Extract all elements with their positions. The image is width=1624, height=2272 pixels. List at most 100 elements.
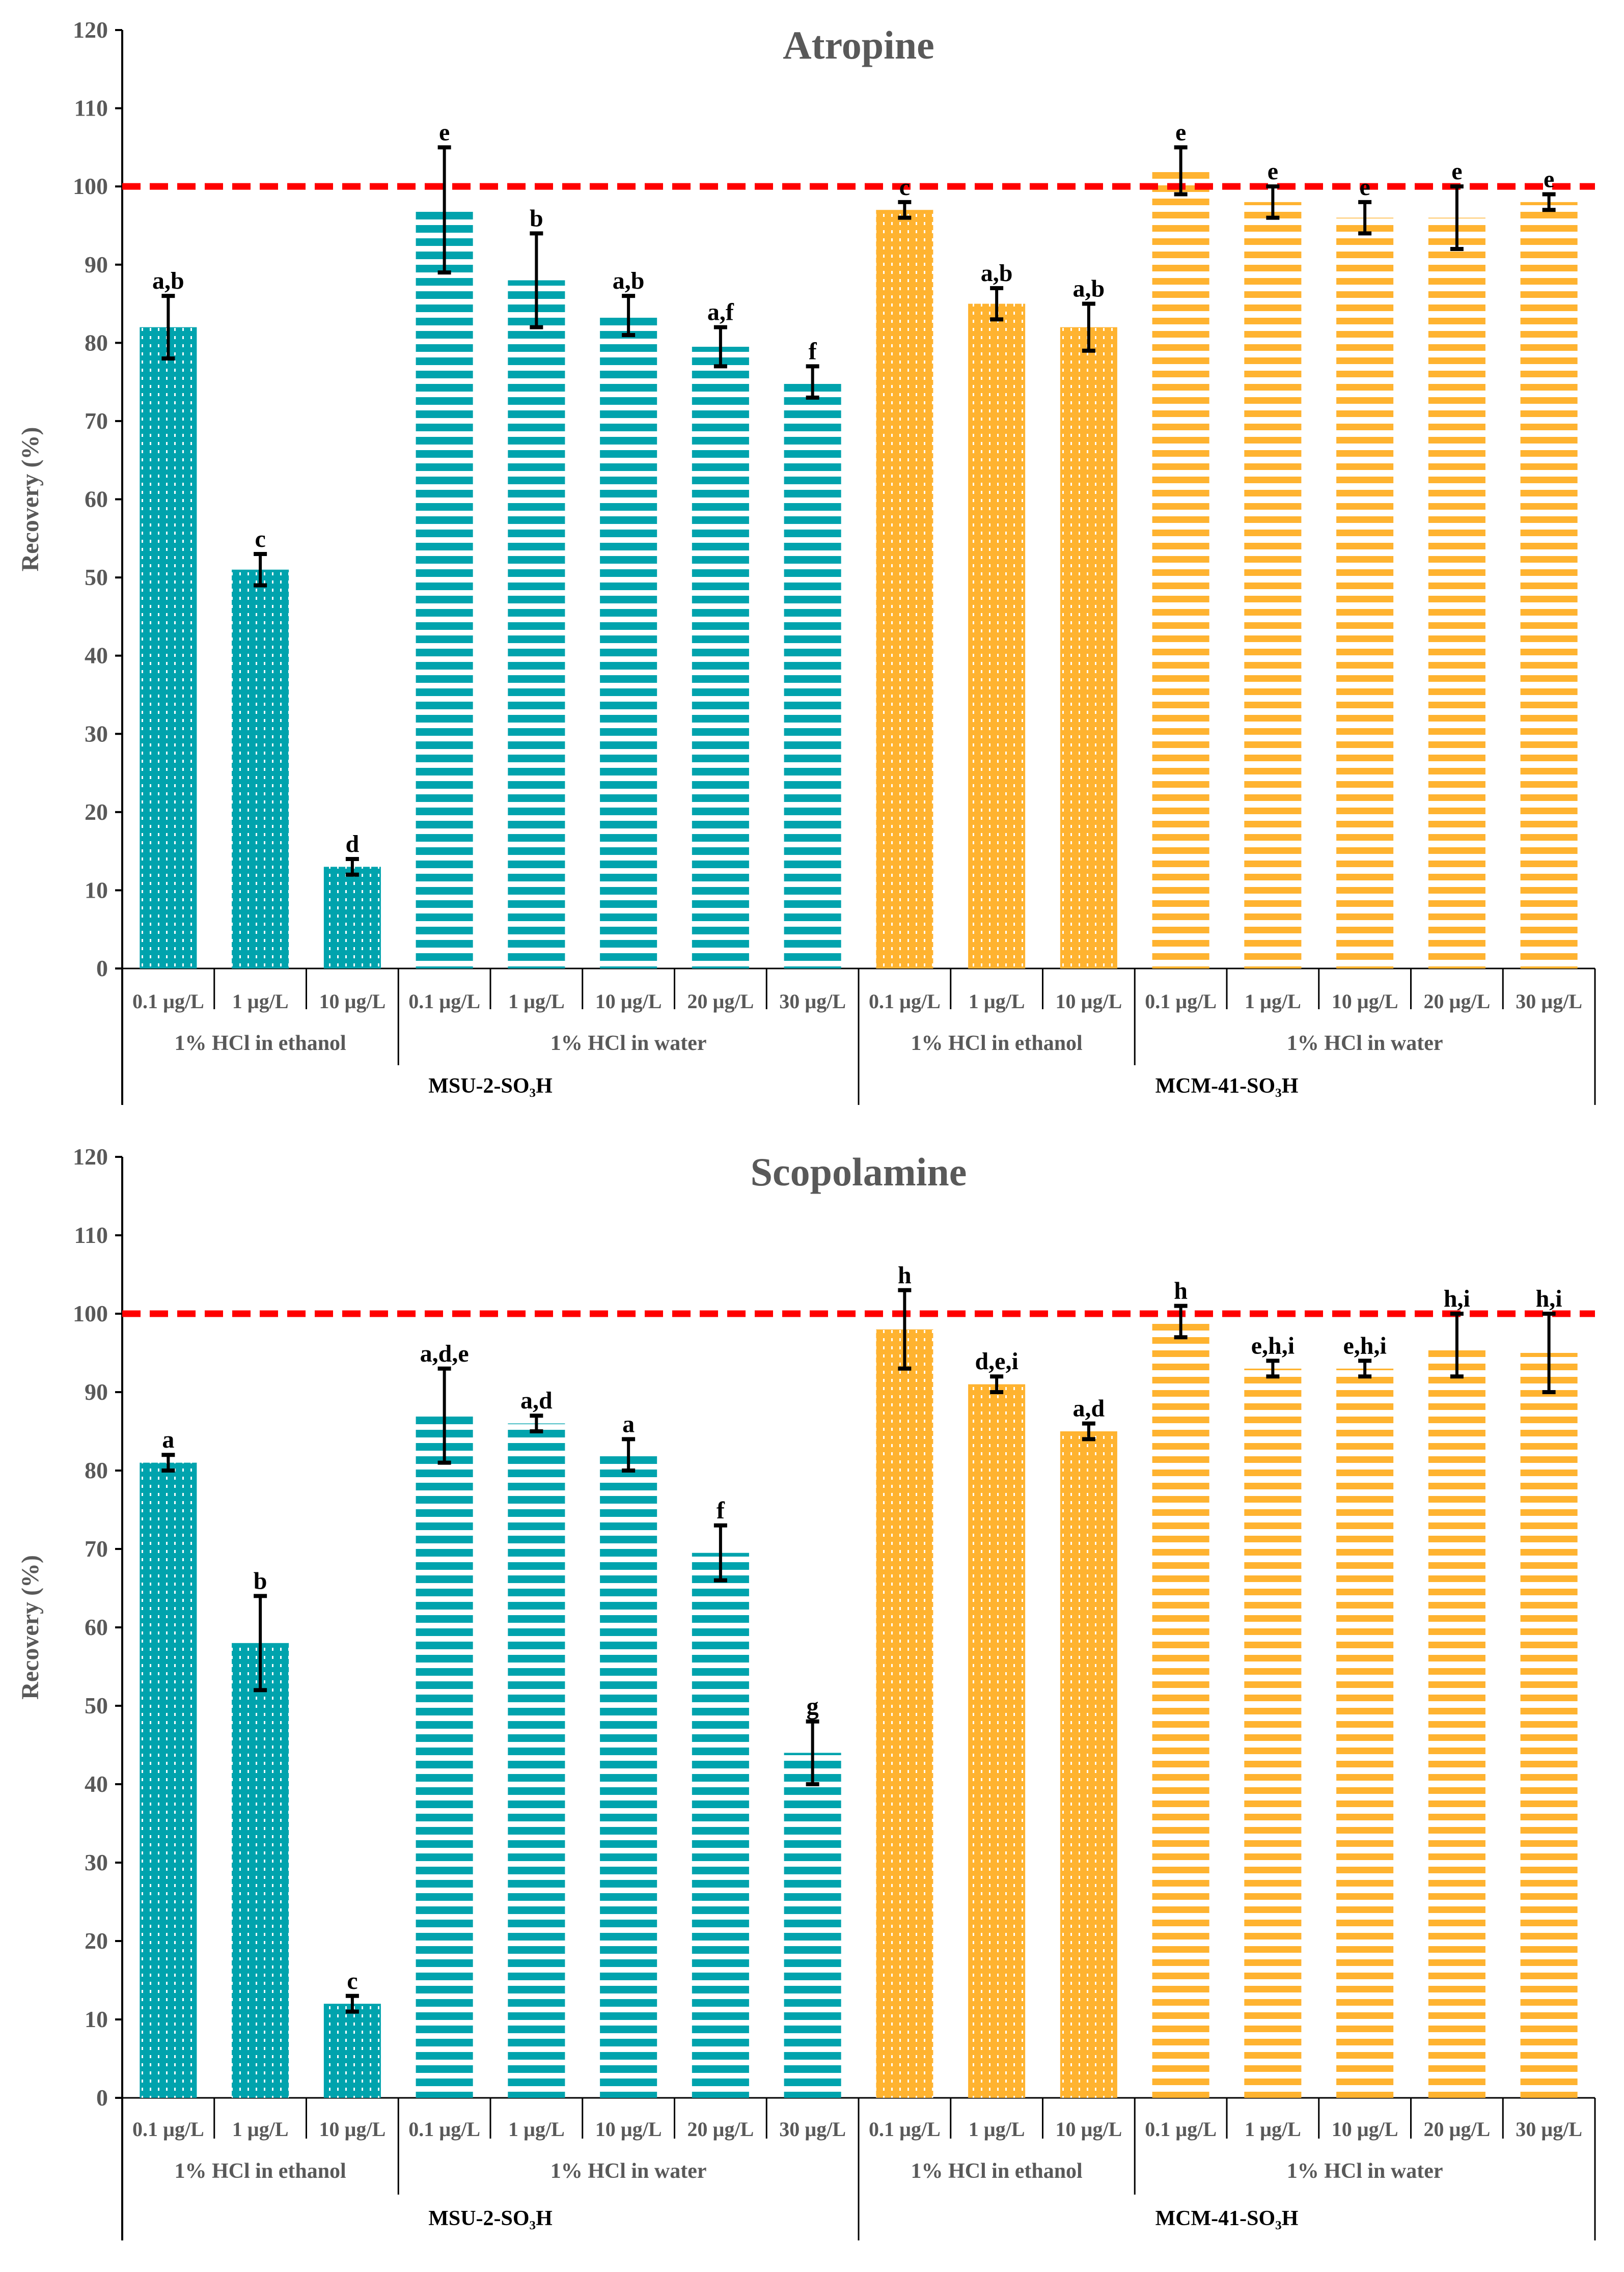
significance-letter: a,b xyxy=(152,267,184,294)
y-tick-label: 100 xyxy=(73,1300,108,1326)
bar xyxy=(968,1384,1026,2098)
significance-letter: a,b xyxy=(1073,275,1105,302)
bar xyxy=(1060,1431,1117,2098)
bar xyxy=(784,1753,841,2098)
x-tick-label: 30 µg/L xyxy=(1516,2118,1582,2141)
significance-letter: a,d xyxy=(520,1387,553,1414)
y-tick-label: 50 xyxy=(85,1693,108,1719)
error-bar xyxy=(990,286,1004,322)
x-tick-label: 1 µg/L xyxy=(232,990,289,1013)
bar xyxy=(416,1416,473,2098)
error-bar xyxy=(161,294,175,361)
bar xyxy=(876,210,933,968)
error-bar xyxy=(437,1366,451,1465)
x-tick-label: 20 µg/L xyxy=(687,2118,754,2141)
significance-letter: e xyxy=(1544,166,1554,193)
x-tick-label: 0.1 µg/L xyxy=(869,2118,941,2141)
bar xyxy=(1152,1321,1209,2098)
error-bar xyxy=(345,1993,359,2014)
y-tick-label: 30 xyxy=(85,1849,108,1875)
bar xyxy=(1336,1368,1394,2098)
error-bar xyxy=(1082,301,1095,353)
error-bar xyxy=(254,1594,267,1693)
x-tick-label: 1 µg/L xyxy=(969,990,1025,1013)
significance-letter: a,f xyxy=(707,299,734,326)
solvent-group-label: 1% HCl in ethanol xyxy=(911,1032,1083,1055)
y-tick-label: 80 xyxy=(85,329,108,355)
x-tick-label: 20 µg/L xyxy=(1423,990,1490,1013)
error-bar xyxy=(345,856,359,877)
chart-title: Atropine xyxy=(783,23,934,67)
solvent-group-label: 1% HCl in ethanol xyxy=(911,2159,1083,2183)
x-tick-label: 10 µg/L xyxy=(595,2118,662,2141)
y-tick-label: 60 xyxy=(85,1614,108,1640)
error-bar xyxy=(1174,1304,1188,1340)
x-tick-label: 10 µg/L xyxy=(1055,990,1122,1013)
bar xyxy=(232,1643,289,2098)
y-tick-label: 30 xyxy=(85,721,108,746)
bar xyxy=(1428,1345,1485,2098)
x-tick-label: 30 µg/L xyxy=(779,990,846,1013)
significance-letter: b xyxy=(254,1567,267,1594)
bar xyxy=(600,315,657,969)
bar xyxy=(600,1455,657,2098)
error-bar xyxy=(1082,1421,1095,1442)
x-tick-label: 1 µg/L xyxy=(1245,2118,1301,2141)
chart-title: Scopolamine xyxy=(751,1150,967,1194)
x-tick-label: 20 µg/L xyxy=(1423,2118,1490,2141)
y-tick-label: 10 xyxy=(85,877,108,903)
significance-letter: d xyxy=(346,830,360,857)
solvent-group-label: 1% HCl in ethanol xyxy=(175,2159,346,2183)
y-tick-label: 100 xyxy=(73,173,108,199)
error-bar xyxy=(622,294,636,337)
solvent-group-label: 1% HCl in water xyxy=(1287,1032,1443,1055)
significance-letter: e xyxy=(1268,158,1278,185)
bar xyxy=(323,867,381,968)
solvent-group-label: 1% HCl in water xyxy=(550,1032,707,1055)
error-bar xyxy=(530,1414,543,1433)
y-tick-label: 10 xyxy=(85,2006,108,2032)
y-tick-label: 60 xyxy=(85,486,108,512)
x-tick-label: 10 µg/L xyxy=(1055,2118,1122,2141)
significance-letter: c xyxy=(347,1968,357,1994)
error-bar xyxy=(713,325,727,369)
y-tick-label: 80 xyxy=(85,1457,108,1483)
error-bar xyxy=(622,1437,636,1473)
bar xyxy=(876,1329,933,2098)
significance-letter: a,d xyxy=(1073,1395,1105,1422)
x-tick-label: 1 µg/L xyxy=(1245,990,1301,1013)
x-tick-label: 0.1 µg/L xyxy=(408,990,480,1013)
significance-letter: a,b xyxy=(981,260,1013,287)
solvent-group-label: 1% HCl in water xyxy=(550,2159,707,2183)
x-tick-label: 1 µg/L xyxy=(969,2118,1025,2141)
bar xyxy=(416,210,473,968)
bar xyxy=(1520,202,1578,969)
significance-letter: h xyxy=(898,1262,912,1289)
error-bar xyxy=(898,1288,912,1371)
bar xyxy=(1336,217,1394,969)
significance-letter: a,d,e xyxy=(420,1340,469,1367)
significance-letter: h,i xyxy=(1444,1285,1470,1312)
y-tick-label: 90 xyxy=(85,1379,108,1405)
y-tick-label: 40 xyxy=(85,1771,108,1797)
y-tick-label: 50 xyxy=(85,564,108,590)
x-tick-label: 1 µg/L xyxy=(508,990,565,1013)
x-tick-label: 30 µg/L xyxy=(779,2118,846,2141)
solvent-group-label: 1% HCl in ethanol xyxy=(175,1032,346,1055)
significance-letter: b xyxy=(530,205,543,232)
bar xyxy=(1244,1368,1302,2098)
y-tick-label: 120 xyxy=(73,1144,108,1170)
error-bar xyxy=(1358,200,1372,236)
significance-letter: c xyxy=(899,174,910,201)
y-tick-label: 110 xyxy=(74,1222,108,1248)
bar xyxy=(1060,327,1117,968)
bar xyxy=(1244,202,1302,969)
significance-letter: h,i xyxy=(1536,1285,1562,1312)
error-bar xyxy=(898,200,912,220)
x-tick-label: 1 µg/L xyxy=(508,2118,565,2141)
y-tick-label: 40 xyxy=(85,643,108,669)
solvent-group-label: 1% HCl in water xyxy=(1287,2159,1443,2183)
error-bar xyxy=(437,145,451,275)
bar xyxy=(692,1553,749,2098)
